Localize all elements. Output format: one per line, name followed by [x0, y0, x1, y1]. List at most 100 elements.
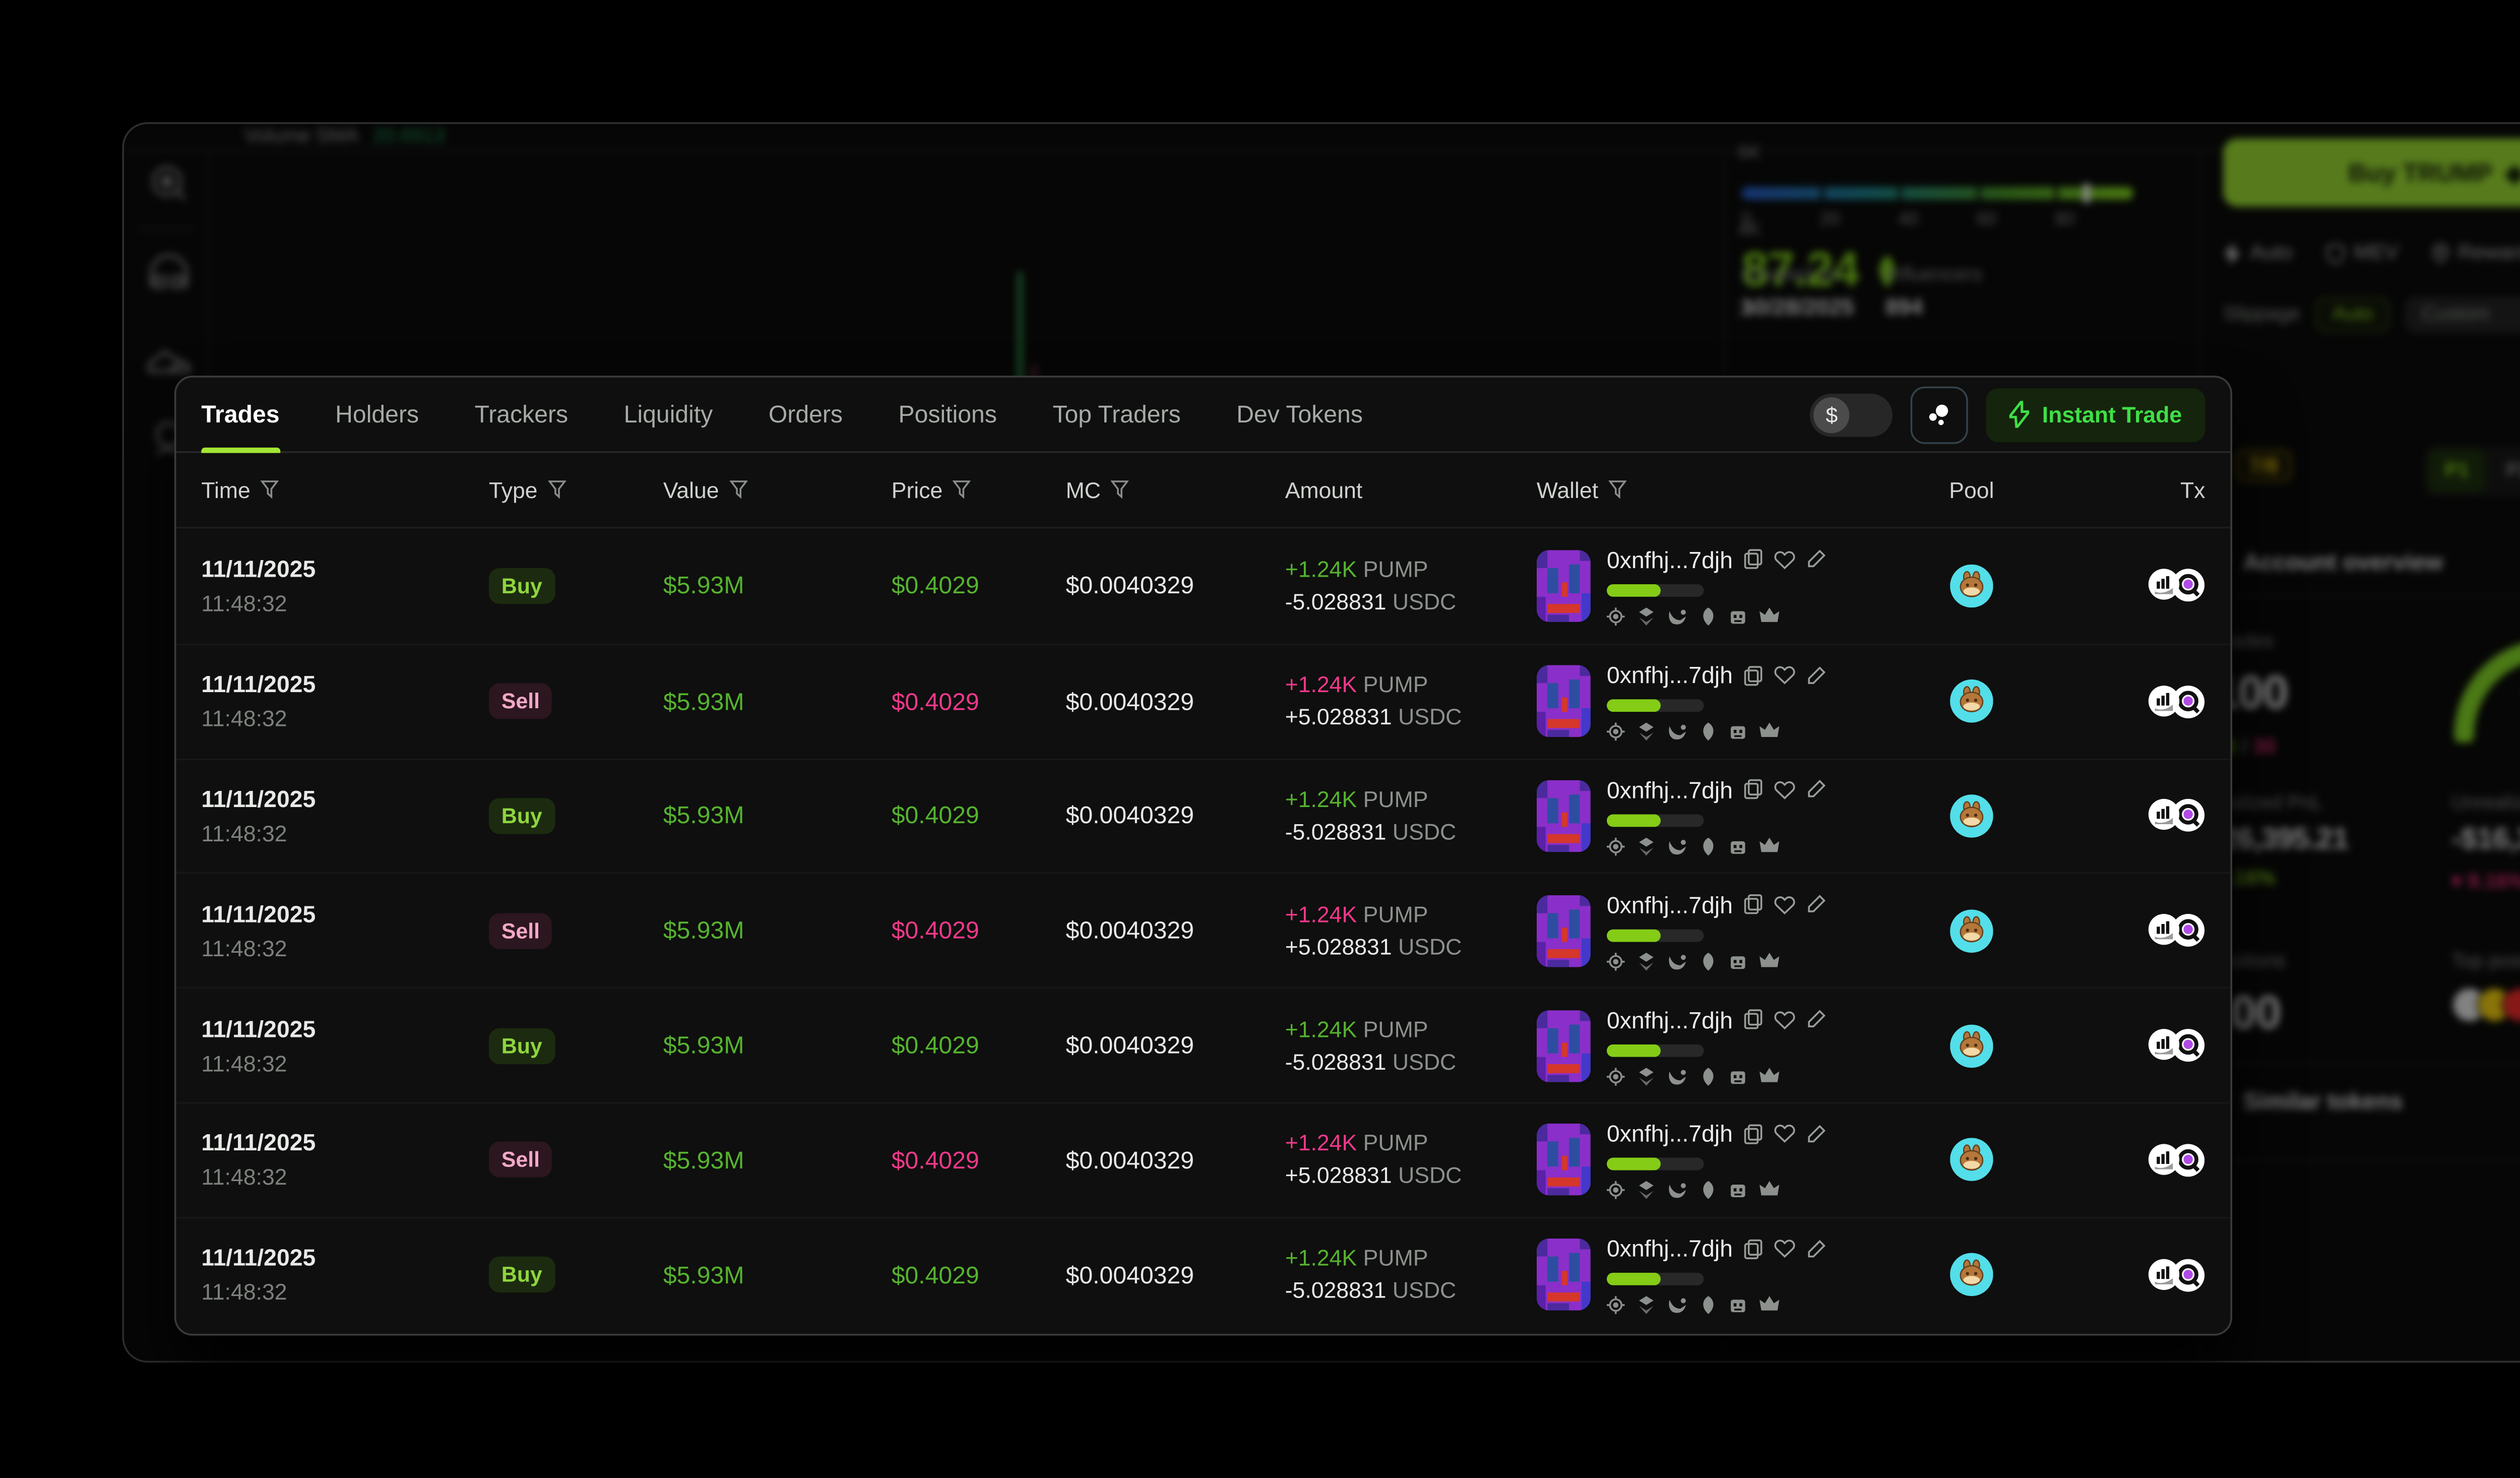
pancakeswap-icon[interactable] — [1950, 909, 1993, 953]
edit-pencil-icon[interactable] — [1806, 1009, 1826, 1030]
filter-funnel-icon[interactable] — [729, 480, 748, 500]
chart-explorer-icon[interactable] — [2148, 1258, 2180, 1290]
similar-tokens-title: Similar tokens — [2243, 1087, 2403, 1115]
edit-pencil-icon[interactable] — [1806, 1123, 1826, 1145]
copy-icon[interactable] — [1743, 894, 1763, 915]
tab-positions[interactable]: Positions — [898, 401, 997, 428]
score-slider[interactable]: 0 20 40 60 80 — [1741, 183, 2133, 230]
instant-trade-button[interactable]: Instant Trade — [1986, 387, 2206, 442]
bridge-icon[interactable] — [146, 250, 193, 297]
table-row[interactable]: 11/11/2025 11:48:32 Buy $5.93M $0.4029 $0… — [176, 1216, 2230, 1331]
scan-explorer-icon[interactable] — [2171, 1143, 2206, 1178]
scan-explorer-icon[interactable] — [2171, 914, 2206, 948]
preset-p1[interactable]: P1 — [2428, 449, 2486, 493]
reward-option[interactable]: Reward — [2431, 242, 2520, 264]
wallet-address[interactable]: 0xnfhj...7djh — [1607, 891, 1733, 918]
copy-icon[interactable] — [1743, 779, 1763, 801]
wallet-address[interactable]: 0xnfhj...7djh — [1607, 776, 1733, 804]
filter-funnel-icon[interactable] — [953, 480, 972, 500]
edit-pencil-icon[interactable] — [1806, 549, 1826, 571]
edit-pencil-icon[interactable] — [1806, 1238, 1826, 1260]
column-header-pool: Pool — [1949, 477, 1994, 503]
chart-explorer-icon[interactable] — [2148, 1143, 2180, 1176]
scan-explorer-icon[interactable] — [2171, 1258, 2206, 1292]
similar-tokens-header[interactable]: Similar tokens — [2209, 1087, 2520, 1115]
favorite-heart-icon[interactable] — [1774, 780, 1796, 800]
filter-funnel-icon[interactable] — [1609, 480, 1627, 500]
table-row[interactable]: 11/11/2025 11:48:32 Sell $5.93M $0.4029 $… — [176, 873, 2230, 987]
tab-trades[interactable]: Trades — [201, 378, 280, 452]
chart-explorer-icon[interactable] — [2148, 569, 2180, 601]
sneakers-icon[interactable] — [146, 336, 193, 383]
pancakeswap-icon[interactable] — [1950, 564, 1993, 607]
table-row[interactable]: 11/11/2025 11:48:32 Sell $5.93M $0.4029 $… — [176, 1102, 2230, 1216]
tab-orders[interactable]: Orders — [768, 401, 843, 428]
pancakeswap-icon[interactable] — [1950, 1253, 1993, 1297]
scan-explorer-icon[interactable] — [2171, 685, 2206, 719]
pancakeswap-icon[interactable] — [1950, 1024, 1993, 1067]
tab-controls: $ Instant Trade — [1810, 385, 2206, 444]
pancakeswap-icon[interactable] — [1950, 1138, 1993, 1182]
slippage-custom-input[interactable]: Custom % — [2405, 296, 2520, 333]
time-cell: 11/11/2025 11:48:32 — [201, 555, 316, 617]
favorite-heart-icon[interactable] — [1774, 1124, 1796, 1144]
copy-icon[interactable] — [1743, 664, 1763, 686]
wallet-progress — [1607, 1273, 1704, 1286]
scan-explorer-icon[interactable] — [2171, 799, 2206, 833]
price-cell: $0.4029 — [891, 1146, 979, 1174]
table-row[interactable]: 11/11/2025 11:48:32 Buy $5.93M $0.4029 $0… — [176, 528, 2230, 643]
edit-pencil-icon[interactable] — [1806, 664, 1826, 686]
wallet-address[interactable]: 0xnfhj...7djh — [1607, 546, 1733, 574]
tab-top-traders[interactable]: Top Traders — [1052, 401, 1181, 428]
copy-icon[interactable] — [1743, 1238, 1763, 1260]
favorite-heart-icon[interactable] — [1774, 550, 1796, 570]
auto-option[interactable]: Auto — [2223, 242, 2293, 265]
copy-icon[interactable] — [1743, 1009, 1763, 1030]
buy-token-button[interactable]: Buy TRUMP ◆ 0 — [2223, 138, 2520, 207]
winrate-gauge: 70% Winrate — [2439, 624, 2520, 751]
slippage-auto-button[interactable]: Auto — [2314, 296, 2391, 333]
type-badge: Sell — [488, 683, 553, 720]
wallet-address[interactable]: 0xnfhj...7djh — [1607, 661, 1733, 689]
pancakeswap-icon[interactable] — [1950, 680, 1993, 723]
table-row[interactable]: 11/11/2025 11:48:32 Buy $5.93M $0.4029 $0… — [176, 758, 2230, 872]
bubble-map-button[interactable] — [1911, 385, 1969, 444]
tab-dev-tokens[interactable]: Dev Tokens — [1236, 401, 1363, 428]
wallet-address[interactable]: 0xnfhj...7djh — [1607, 1006, 1733, 1033]
wallet-address[interactable]: 0xnfhj...7djh — [1607, 1120, 1733, 1148]
filter-funnel-icon[interactable] — [548, 480, 566, 500]
tab-holders[interactable]: Holders — [335, 401, 419, 428]
chart-explorer-icon[interactable] — [2148, 799, 2180, 831]
scan-explorer-icon[interactable] — [2171, 1028, 2206, 1063]
pool-cell — [1878, 794, 2065, 838]
copy-icon[interactable] — [1743, 549, 1763, 571]
score-marker[interactable] — [2082, 183, 2090, 203]
preset-p2[interactable]: P2 — [2505, 460, 2520, 482]
wallet-progress — [1607, 814, 1704, 827]
edit-pencil-icon[interactable] — [1806, 894, 1826, 915]
favorite-heart-icon[interactable] — [1774, 665, 1796, 685]
table-row[interactable]: 11/11/2025 11:48:32 Buy $5.93M $0.4029 $0… — [176, 987, 2230, 1101]
edit-pencil-icon[interactable] — [1806, 779, 1826, 801]
favorite-heart-icon[interactable] — [1774, 1239, 1796, 1259]
scan-explorer-icon[interactable] — [2171, 569, 2206, 603]
currency-toggle[interactable]: $ — [1810, 393, 1893, 436]
filter-funnel-icon[interactable] — [1111, 480, 1130, 500]
wallet-address[interactable]: 0xnfhj...7djh — [1607, 1235, 1733, 1262]
favorite-heart-icon[interactable] — [1774, 895, 1796, 914]
filter-funnel-icon[interactable] — [261, 480, 279, 500]
chart-explorer-icon[interactable] — [2148, 914, 2180, 946]
discover-icon[interactable] — [146, 160, 193, 207]
favorite-heart-icon[interactable] — [1774, 1010, 1796, 1029]
mev-option[interactable]: MEV — [2325, 242, 2399, 265]
tab-trackers[interactable]: Trackers — [474, 401, 569, 428]
indicator-row: Volume SMA 20.6913 — [244, 124, 445, 149]
tx-cell — [2065, 1143, 2205, 1178]
chart-explorer-icon[interactable] — [2148, 1028, 2180, 1061]
tab-liquidity[interactable]: Liquidity — [623, 401, 713, 428]
table-row[interactable]: 11/11/2025 11:48:32 Sell $5.93M $0.4029 $… — [176, 643, 2230, 758]
chart-explorer-icon[interactable] — [2148, 685, 2180, 717]
copy-icon[interactable] — [1743, 1123, 1763, 1145]
pancakeswap-icon[interactable] — [1950, 794, 1993, 838]
